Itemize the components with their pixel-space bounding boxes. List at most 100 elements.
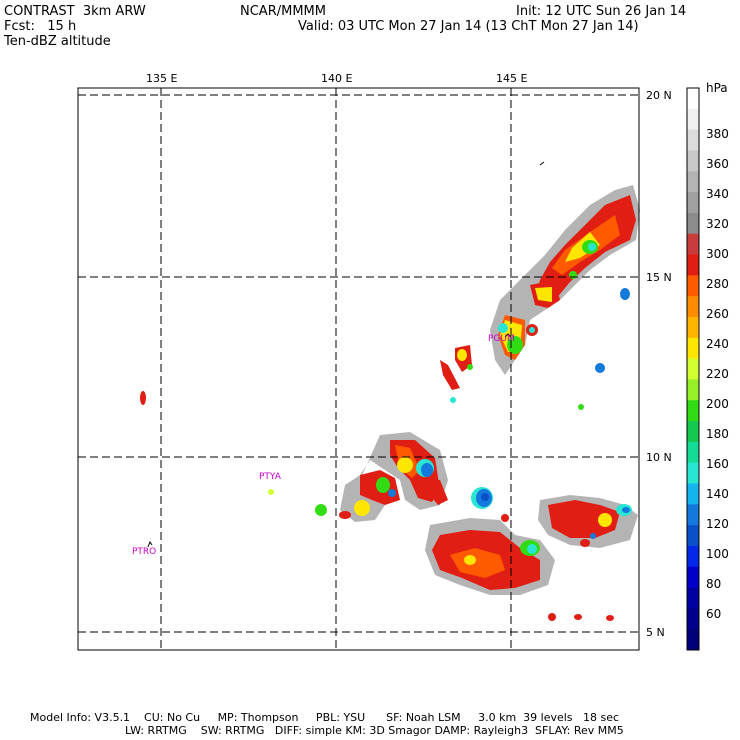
- colorbar-label: 360: [706, 157, 729, 171]
- colorbar-swatch: [687, 462, 699, 484]
- cell-green-6: [578, 404, 584, 410]
- cell-yellow-se: [598, 513, 612, 527]
- cell-red-s5: [548, 613, 556, 621]
- cell-blue-far: [620, 288, 630, 300]
- colorbar-swatch: [687, 129, 699, 151]
- colorbar-swatch: [687, 150, 699, 172]
- colorbar-swatch: [687, 483, 699, 505]
- cell-yellow-c: [397, 457, 413, 473]
- colorbar-swatch: [687, 316, 699, 339]
- cell-blue-se: [622, 507, 630, 513]
- cell-green-c4: [315, 504, 327, 516]
- cloud-region-orange-s: [450, 548, 505, 578]
- model-info-line2: LW: RRTMG SW: RRTMG DIFF: simple KM: 3D …: [125, 724, 624, 737]
- cell-blue-6: [595, 363, 605, 373]
- valid-time: Valid: 03 UTC Mon 27 Jan 14 (13 ChT Mon …: [298, 19, 639, 34]
- colorbar-swatch: [687, 629, 699, 651]
- lat-label-10: 10 N: [646, 451, 672, 464]
- cloud-region-red-c5: [425, 480, 448, 505]
- center-name: NCAR/MMMM: [240, 4, 326, 19]
- colorbar-label: 140: [706, 487, 729, 501]
- colorbar-swatch: [687, 545, 699, 568]
- cell-cyan-3: [498, 323, 508, 333]
- cell-blue-c3: [388, 489, 396, 497]
- island-mark-pgum: [504, 333, 512, 338]
- lat-label-20: 20 N: [646, 89, 672, 102]
- station-ptro: PTRO: [132, 547, 156, 557]
- colorbar-swatch: [687, 212, 699, 235]
- cell-green-c2: [376, 477, 390, 493]
- cell-cyan: [588, 243, 596, 251]
- colorbar-swatch: [687, 233, 699, 256]
- island-mark: [539, 161, 545, 166]
- colorbar-swatch: [687, 566, 699, 589]
- station-ptya: PTYA: [259, 472, 282, 482]
- cell-yellow-c3: [354, 500, 370, 516]
- map-frame: [77, 87, 640, 651]
- colorbar-swatch: [687, 608, 699, 630]
- cell-blue-e2: [481, 493, 489, 501]
- colorbar-swatch: [687, 254, 699, 276]
- cell-red-c4: [339, 511, 351, 519]
- lon-label-140: 140 E: [321, 72, 352, 85]
- colorbar-swatch: [687, 441, 699, 464]
- colorbar-swatch: [687, 525, 699, 547]
- station-pgum: PGUM: [488, 334, 515, 344]
- cloud-region-yellow-2: [535, 287, 552, 302]
- colorbar-label: 180: [706, 427, 729, 441]
- colorbar-label: 320: [706, 217, 729, 231]
- cell-red-s4: [501, 514, 509, 522]
- lat-label-15: 15 N: [646, 271, 672, 284]
- colorbar-label: 80: [706, 577, 721, 591]
- colorbar-label: 160: [706, 457, 729, 471]
- cloud-region-red-5: [440, 360, 460, 390]
- cell-yellow-s: [464, 555, 476, 565]
- colorbar-label: 240: [706, 337, 729, 351]
- colorbar-swatch: [687, 192, 699, 214]
- cell-red-s3: [580, 539, 590, 547]
- colorbar-swatches: [686, 87, 700, 651]
- colorbar-label: 280: [706, 277, 729, 291]
- reflectivity-field: [140, 185, 640, 621]
- graticule: [78, 88, 639, 650]
- cell-yellow-ptya: [268, 489, 274, 495]
- cell-blue-s2: [590, 533, 596, 539]
- cell-cyan-6: [450, 397, 456, 403]
- colorbar-swatch: [687, 421, 699, 443]
- model-info-line1: Model Info: V3.5.1 CU: No Cu MP: Thompso…: [30, 711, 620, 724]
- model-title: CONTRAST 3km ARW: [4, 4, 146, 19]
- colorbar-labels: 380 360 340 320 300 280 260 240 220 200 180 160 140 1…: [706, 127, 729, 621]
- colorbar-label: 260: [706, 307, 729, 321]
- colorbar-label: 120: [706, 517, 729, 531]
- forecast-hour: Fcst: 15 h: [4, 19, 77, 34]
- colorbar-label: 60: [706, 607, 721, 621]
- colorbar-swatch: [687, 275, 699, 297]
- colorbar-swatch: [687, 88, 699, 110]
- lon-label-135: 135 E: [146, 72, 177, 85]
- colorbar-unit: hPa: [706, 81, 728, 95]
- colorbar-swatch: [687, 108, 699, 131]
- colorbar-swatch: [687, 358, 699, 380]
- colorbar-label: 200: [706, 397, 729, 411]
- colorbar-swatch: [687, 400, 699, 422]
- colorbar-label: 380: [706, 127, 729, 141]
- cell-yellow-4: [457, 349, 467, 361]
- cell-blue-c: [421, 463, 433, 477]
- colorbar-label: 220: [706, 367, 729, 381]
- colorbar-label: 100: [706, 547, 729, 561]
- lon-label-145: 145 E: [496, 72, 527, 85]
- island-mark-ptro: [147, 540, 153, 548]
- colorbar-swatch: [687, 504, 699, 526]
- cloud-region-red-se: [548, 500, 620, 538]
- colorbar-frame: [686, 87, 700, 651]
- colorbar-swatch: [687, 587, 699, 609]
- cell-cyan-s: [527, 544, 537, 554]
- cell-red-s6: [574, 614, 582, 620]
- colorbar-label: 300: [706, 247, 729, 261]
- field-name: Ten-dBZ altitude: [4, 34, 111, 49]
- cell-green-5: [467, 364, 473, 370]
- colorbar-swatch: [687, 296, 699, 318]
- colorbar-swatch: [687, 337, 699, 360]
